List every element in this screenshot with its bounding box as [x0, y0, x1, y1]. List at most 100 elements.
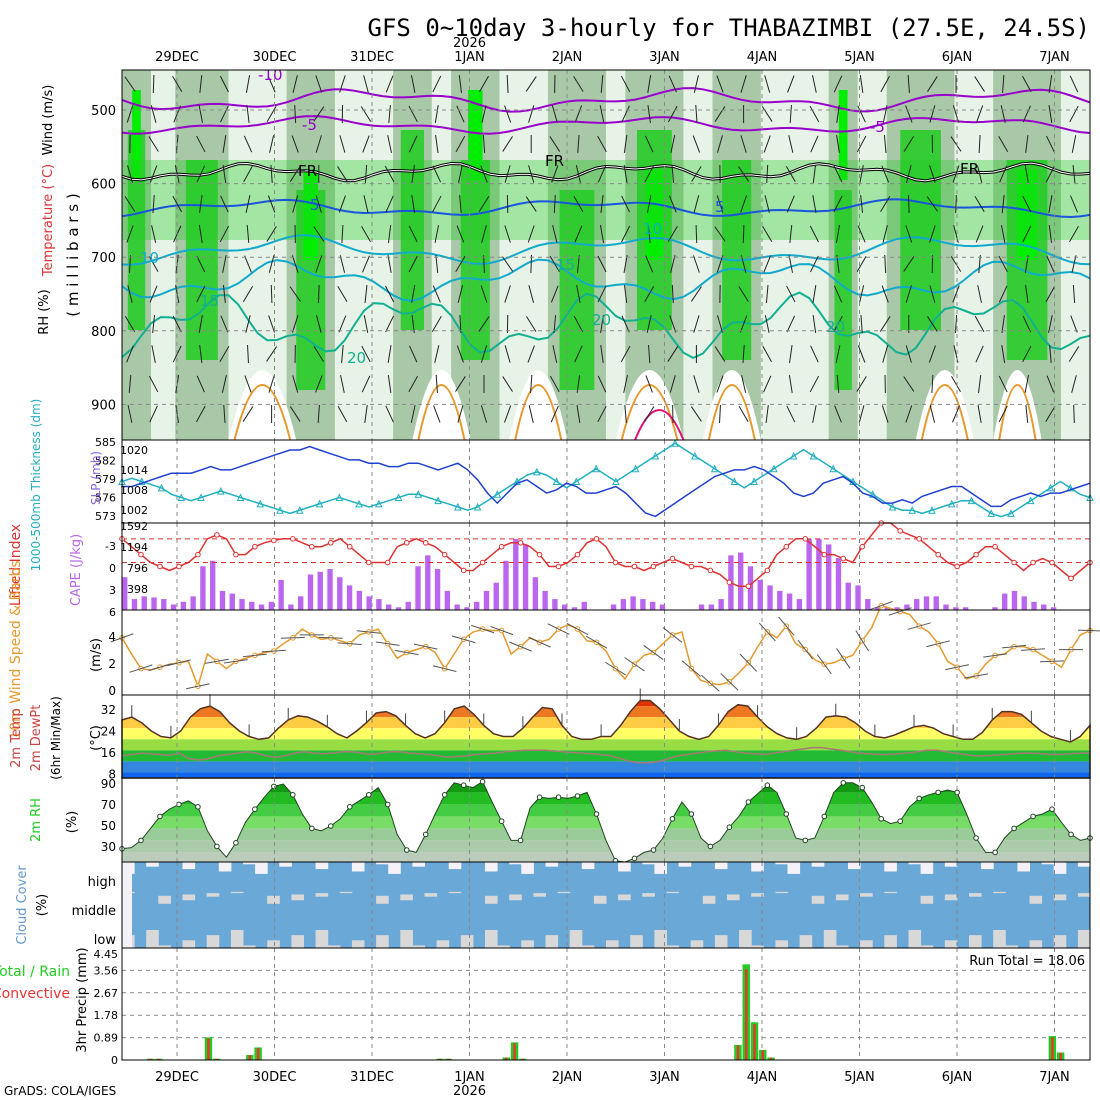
wind-barb: [549, 136, 561, 152]
precip-convective-bar: [1059, 1052, 1062, 1060]
wind-barb: [977, 285, 982, 303]
wind-barb: [435, 254, 439, 274]
cape-bar: [1021, 596, 1027, 610]
wind-barb: [341, 344, 344, 364]
wind-barb-10m: [186, 683, 210, 690]
rh-moist-area: [400, 130, 425, 330]
rh2m-point: [327, 823, 334, 829]
ylabel-cape: CAPE (J/kg): [69, 534, 84, 606]
isotherm-minus5: [122, 115, 1090, 135]
wind-barb: [599, 105, 605, 123]
contour-label: -10: [258, 66, 283, 84]
rh2m-point: [233, 840, 239, 846]
date-label-top: 7JAN: [1039, 50, 1070, 65]
temp-band: [122, 717, 1090, 729]
cape-bar: [219, 590, 226, 610]
thickness-line-point: [967, 496, 976, 505]
wind-barb-10m: [888, 607, 912, 616]
rh-saturated-area: [1016, 170, 1038, 260]
rh-band: [122, 828, 1090, 841]
date-label-top: 6JAN: [942, 50, 973, 65]
cape-bar: [806, 538, 812, 610]
wind-barb: [1046, 135, 1055, 153]
wind-barb: [719, 404, 721, 424]
temp-band: [122, 700, 1090, 707]
wind-barb: [833, 315, 843, 333]
wind-barb: [573, 315, 584, 333]
wind-barb: [338, 195, 346, 213]
cape-bar: [718, 599, 724, 610]
cloud-panel: high middle low: [72, 862, 1091, 948]
wind-barb: [550, 285, 559, 303]
wind-barb: [833, 285, 843, 303]
cloud-low-gap: [606, 940, 619, 948]
thickness-line-point: [513, 477, 521, 485]
rh2m-point: [422, 831, 429, 838]
wind-barb: [574, 105, 583, 123]
wind-barb: [881, 405, 889, 423]
wind-barb: [457, 285, 464, 303]
cape-bar: [278, 579, 284, 610]
wind-barb: [929, 285, 936, 303]
wind-barb: [289, 166, 301, 182]
wind-barb: [482, 134, 486, 154]
thickness-line-point: [592, 464, 600, 473]
wind-barb: [1071, 135, 1077, 153]
wind-barb: [480, 285, 488, 303]
wind-barb: [647, 105, 651, 123]
lifted-index-line-point: [650, 563, 657, 570]
wind-barb: [761, 106, 773, 122]
ylabel-wind: Wind (m/s): [41, 85, 56, 156]
rh-moist-area: [834, 190, 852, 390]
wind-barb: [907, 74, 910, 94]
wind-barb: [835, 225, 841, 243]
date-label-bottom: 3JAN: [649, 1070, 680, 1085]
rh2m-point: [555, 794, 562, 801]
date-label-bottom: 2JAN: [552, 1070, 583, 1085]
wind-barb: [835, 345, 841, 363]
contour-label: FR: [545, 152, 564, 170]
precip-convective-bar: [736, 1045, 740, 1060]
wind-barb: [198, 315, 203, 333]
precip-tick: 2.67: [94, 987, 119, 1000]
li-tick: -3: [105, 540, 116, 553]
lifted-index-line-point: [802, 536, 809, 542]
cloud-low-gap: [146, 930, 159, 948]
wind-barb: [597, 375, 607, 393]
wind-barb: [667, 226, 678, 242]
wind-barb-10m: [945, 664, 969, 671]
ylabel-lifted-index: Lifted Index: [8, 524, 24, 606]
wind-barb: [597, 255, 607, 273]
cloud-high-gap: [255, 862, 268, 874]
lifted-index-line-point: [536, 551, 543, 558]
wind-barb: [856, 255, 867, 273]
wind-barb: [459, 194, 462, 214]
wind-barb: [149, 165, 158, 183]
wind-barb: [903, 136, 914, 152]
wind-barb: [599, 225, 605, 243]
wind-barb: [222, 165, 227, 183]
ylabel-temp2m: 2m Temp: [9, 708, 24, 768]
wind-barb: [574, 345, 583, 363]
thickness-tick: 576: [95, 492, 116, 505]
rh2m-point: [916, 795, 922, 802]
wind-barb: [551, 105, 558, 123]
cloud-middle-gap: [775, 891, 788, 894]
wind-barb: [812, 195, 817, 213]
wind-barb: [1001, 315, 1005, 333]
cape-bar: [620, 599, 627, 610]
wind-barb: [196, 285, 206, 303]
wind-barb: [905, 345, 912, 363]
wind-barb: [621, 195, 630, 213]
wind-barb: [172, 315, 182, 333]
thickness-tick: 585: [95, 436, 116, 449]
cape-bar: [923, 596, 930, 610]
wind-barb: [738, 166, 750, 182]
wind-barb: [623, 375, 628, 393]
date-label-top: 3JAN: [649, 50, 680, 65]
wind-barb: [1048, 195, 1053, 213]
wind-barb: [124, 196, 136, 212]
wind-barb: [955, 194, 957, 214]
cape-bar: [503, 560, 509, 610]
thickness-tick: 573: [95, 510, 116, 523]
